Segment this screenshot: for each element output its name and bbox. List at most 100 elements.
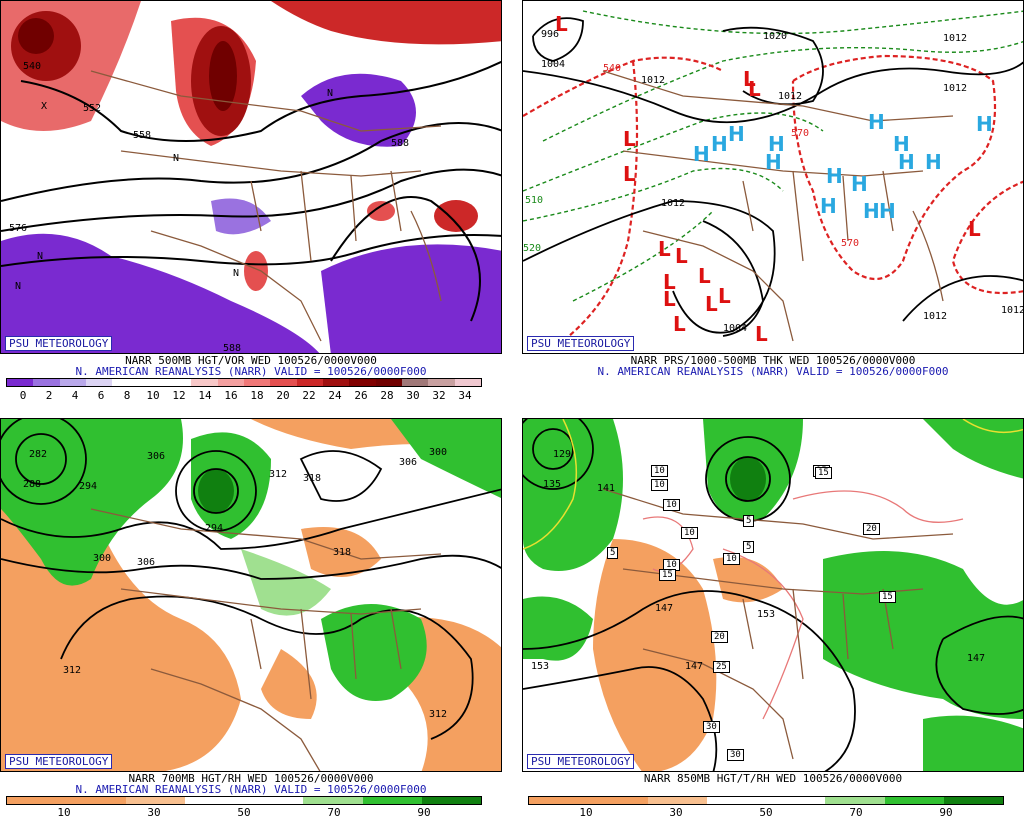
contour-label: 294	[205, 523, 223, 534]
colorbar-tick-label: 70	[849, 806, 863, 819]
colorbar-segment	[362, 797, 422, 804]
vorticity-max-north	[271, 1, 501, 45]
colorbar-rh-700-ticks: 10 30 50 70 90	[6, 806, 482, 819]
contour-label: 318	[303, 473, 321, 484]
political-boundaries	[90, 508, 442, 771]
contour-labels: 996 1004 1020 1012 1012 1012 1012 1012 1…	[523, 29, 1023, 334]
contour-label: 540	[603, 63, 621, 74]
vorticity-min-south	[1, 233, 320, 353]
panel-850mb-hgt-t-rh: 129 135 141 147 147 153 153 147 10 10 10 10…	[522, 418, 1024, 772]
map-500mb: 540 552 558 576 588 588 N N N N N X	[1, 1, 501, 353]
colorbar-segment	[112, 379, 139, 386]
vorticity-min-southeast	[321, 244, 501, 353]
colorbar-tick-label: 32	[432, 389, 446, 402]
colorbar-tick-label: 24	[328, 389, 342, 402]
colorbar-segment	[375, 379, 402, 386]
caption-500mb-line2: N. AMERICAN REANALYSIS (NARR) VALID = 10…	[75, 365, 427, 378]
moist-area-southeast	[321, 604, 427, 701]
colorbar-tick-label: 10	[57, 806, 71, 819]
height-contours	[523, 419, 1023, 771]
colorbar-segment	[85, 379, 113, 386]
contour-label: 306	[399, 457, 417, 468]
temperature-box: 10	[663, 499, 680, 511]
contour-label: 282	[29, 449, 47, 460]
height-contours	[1, 419, 501, 740]
colorbar-tick-label: 50	[237, 806, 251, 819]
temperature-box: 10	[651, 465, 668, 477]
moist-area-northeast	[391, 419, 501, 499]
contour-label: 312	[63, 665, 81, 676]
colorbar-tick-label: 10	[579, 806, 593, 819]
colorbar-vorticity-ticks: 0 2 4 6 8 10 12 14 16 18 20 22 24 26 28 30 32 34	[6, 389, 482, 402]
dry-area-plains	[713, 557, 783, 603]
dry-area-central	[261, 649, 317, 719]
min-symbol: N	[15, 281, 21, 292]
vorticity-min-east	[301, 73, 416, 147]
moist-area-pacific	[523, 596, 593, 661]
high-marker: H	[976, 112, 993, 136]
colorbar-tick-label: 18	[250, 389, 264, 402]
colorbar-segment	[296, 379, 323, 386]
moist-core-low	[198, 469, 234, 513]
low-pressure-centers: L L L L L L L L L L L L L L L	[555, 12, 981, 346]
panel-pressure-thickness: H H H H H H H H H H H H H H H L L L L L …	[522, 0, 1024, 354]
contour-label: 1012	[943, 33, 967, 44]
temperature-box: 20	[863, 523, 880, 535]
temperature-box: 15	[879, 591, 896, 603]
colorbar-segment	[401, 379, 429, 386]
political-boundaries	[90, 70, 442, 342]
high-marker: H	[925, 150, 942, 174]
caption-700mb-line2: N. AMERICAN REANALYSIS (NARR) VALID = 10…	[75, 783, 427, 796]
colorbar-segment	[454, 379, 481, 386]
colorbar-tick-label: 2	[45, 389, 53, 402]
contour-label: 552	[83, 103, 101, 114]
vorticity-center-west	[18, 18, 54, 54]
low-marker: L	[663, 270, 676, 294]
vorticity-max-southwest	[244, 251, 268, 291]
temperature-contours-cold	[523, 419, 1023, 550]
temperature-box: 10	[651, 479, 668, 491]
colorbar-tick-label: 8	[123, 389, 131, 402]
contour-label: 540	[23, 61, 41, 72]
colorbar-segment	[243, 379, 271, 386]
political-boundaries	[602, 70, 954, 342]
contour-label: 300	[429, 447, 447, 458]
colorbar-segment	[322, 379, 350, 386]
colorbar-segment	[125, 797, 185, 804]
colorbar-segment	[7, 797, 67, 804]
map-850mb: 129 135 141 147 147 153 153 147	[523, 419, 1023, 771]
colorbar-segment	[191, 379, 218, 386]
contour-label: 141	[597, 483, 615, 494]
high-marker: H	[879, 199, 896, 223]
colorbar-segment	[706, 797, 766, 804]
min-symbol: N	[37, 251, 43, 262]
colorbar-segment	[184, 797, 244, 804]
low-marker: L	[705, 292, 718, 316]
high-marker: H	[893, 132, 910, 156]
contour-label: 306	[147, 451, 165, 462]
temperature-box: 5	[743, 541, 755, 553]
colorbar-tick-label: 26	[354, 389, 368, 402]
contour-label: 153	[757, 609, 775, 620]
contour-label: 520	[523, 243, 541, 254]
isobars	[523, 17, 1023, 337]
colorbar-tick-label: 30	[669, 806, 683, 819]
contour-label: 312	[429, 709, 447, 720]
moist-area-northeast	[923, 419, 1023, 479]
colorbar-segment	[588, 797, 648, 804]
contour-label: 1012	[923, 311, 947, 322]
moist-area-mid	[241, 549, 331, 616]
height-contours	[1, 60, 501, 322]
colorbar-vorticity	[6, 378, 482, 387]
temperature-box: 10	[723, 553, 740, 565]
colorbar-tick-label: 10	[146, 389, 160, 402]
colorbar-tick-label: 50	[759, 806, 773, 819]
colorbar-segment	[349, 379, 376, 386]
colorbar-tick-label: 30	[406, 389, 420, 402]
contour-label: 576	[9, 223, 27, 234]
low-marker: L	[748, 77, 761, 101]
colorbar-tick-label: 30	[147, 806, 161, 819]
contour-label: 1012	[943, 83, 967, 94]
high-marker: H	[898, 150, 915, 174]
contour-label: 510	[525, 195, 543, 206]
